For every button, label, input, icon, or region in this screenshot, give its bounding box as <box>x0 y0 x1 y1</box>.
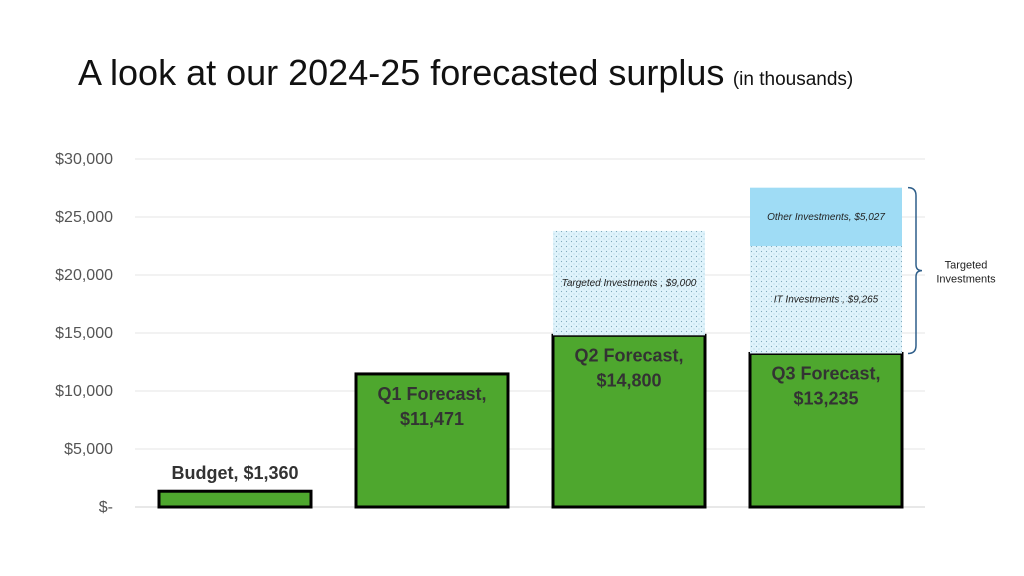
bar-q3-forecast-segment-1 <box>750 246 902 354</box>
y-tick-label: $10,000 <box>55 383 113 400</box>
data-label-q3-forecast: Q3 Forecast, $13,235 <box>771 363 880 408</box>
data-label-line: Other Investments, $5,027 <box>767 212 885 223</box>
bracket-path <box>907 186 923 355</box>
slide-title: A look at our 2024-25 forecasted surplus… <box>78 52 853 94</box>
data-label-line: Budget, $1,360 <box>171 463 298 483</box>
data-label-line: Q1 Forecast, <box>377 384 486 404</box>
data-label-q2-forecast: Q2 Forecast, $14,800 <box>574 345 683 390</box>
data-label-line: Q3 Forecast, <box>771 363 880 383</box>
y-tick-label: $25,000 <box>55 209 113 226</box>
y-tick-label: $15,000 <box>55 325 113 342</box>
bar-budget-segment-0 <box>157 489 313 509</box>
data-label-line: Q2 Forecast, <box>574 345 683 365</box>
bracket-label-line: Targeted <box>945 260 988 272</box>
data-label-q2-forecast-segment-1: Targeted Investments , $9,000 <box>562 278 697 289</box>
bracket-annotation: Targeted Investments <box>907 186 996 355</box>
bar-q2-forecast-segment-1 <box>553 230 705 336</box>
data-label-q1-forecast: Q1 Forecast, $11,471 <box>377 384 486 429</box>
data-label-line: IT Investments , $9,265 <box>774 295 879 306</box>
bracket-label: Targeted Investments <box>936 260 996 286</box>
data-label-line: $11,471 <box>400 409 464 429</box>
data-labels: Budget, $1,360 Q1 Forecast, $11,471 Q2 Fore… <box>171 212 885 483</box>
data-label-line: Targeted Investments , $9,000 <box>562 278 697 289</box>
y-tick-label: $30,000 <box>55 151 113 168</box>
data-label-line: $14,800 <box>596 370 661 390</box>
y-axis-ticks: $- $5,000 $10,000 $15,000 $20,000 $25,000 $30,… <box>55 151 113 516</box>
bar-q3-forecast-segment-0 <box>748 351 904 509</box>
y-tick-label: $20,000 <box>55 267 113 284</box>
bars <box>157 187 904 509</box>
bracket-label-line: Investments <box>936 274 996 286</box>
data-label-q3-forecast-segment-2: Other Investments, $5,027 <box>767 212 885 223</box>
bar-q1-forecast-segment-0 <box>354 372 510 509</box>
title-text: A look at our 2024-25 forecasted surplus <box>78 52 725 93</box>
y-tick-label: $5,000 <box>64 441 113 458</box>
data-label-q3-forecast-segment-1: IT Investments , $9,265 <box>774 295 879 306</box>
bar-q2-forecast-segment-0 <box>551 333 707 509</box>
data-label-budget: Budget, $1,360 <box>171 463 298 483</box>
y-tick-label: $- <box>99 499 113 516</box>
subtitle-text: (in thousands) <box>732 69 854 90</box>
bar-q3-forecast-segment-2 <box>750 187 902 246</box>
data-label-line: $13,235 <box>793 388 858 408</box>
